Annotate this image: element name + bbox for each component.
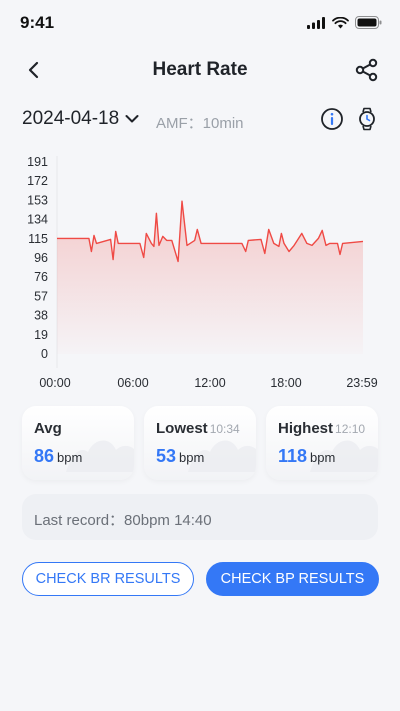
chevron-down-icon — [125, 114, 139, 124]
lowest-unit: bpm — [179, 450, 204, 465]
status-time: 9:41 — [20, 13, 54, 33]
highest-label: Highest — [278, 420, 333, 437]
nav-bar: Heart Rate — [0, 50, 400, 90]
y-tick-label: 57 — [34, 289, 48, 303]
last-record: Last record：80bpm 14:40 — [22, 494, 378, 540]
lowest-number: 53 — [156, 446, 176, 466]
battery-icon — [355, 16, 382, 29]
y-tick-label: 134 — [27, 213, 48, 227]
y-tick-label: 172 — [27, 174, 48, 188]
highest-number: 118 — [278, 446, 307, 466]
y-tick-label: 96 — [34, 251, 48, 265]
date-value: 2024-04-18 — [22, 108, 119, 130]
share-icon[interactable] — [354, 57, 380, 83]
status-icons — [307, 16, 382, 29]
signal-icon — [307, 17, 326, 29]
lowest-value: 53 bpm — [156, 446, 204, 467]
lowest-label: Lowest — [156, 420, 208, 437]
page-title: Heart Rate — [0, 59, 400, 81]
check-br-results-button[interactable]: CHECK BR RESULTS — [22, 562, 194, 596]
avg-number: 86 — [34, 446, 54, 466]
y-tick-label: 153 — [27, 193, 48, 207]
y-tick-label: 19 — [34, 328, 48, 342]
avg-card: Avg 86 bpm — [22, 406, 134, 480]
y-tick-label: 115 — [28, 232, 48, 246]
highest-value: 118 bpm — [278, 446, 335, 467]
info-icon[interactable] — [320, 107, 344, 131]
wifi-icon — [332, 17, 349, 29]
x-tick-label: 12:00 — [194, 376, 225, 390]
heart-rate-chart-svg: 191 172 153 134 115 96 76 57 38 19 0 00:00 06:00 12:… — [0, 148, 400, 398]
y-tick-label: 191 — [27, 155, 48, 169]
y-tick-label: 38 — [34, 309, 48, 323]
x-tick-label: 23:59 — [346, 376, 377, 390]
watch-icon[interactable] — [356, 107, 378, 131]
status-bar: 9:41 — [0, 0, 400, 46]
lowest-time: 10:34 — [210, 422, 240, 436]
x-tick-label: 06:00 — [117, 376, 148, 390]
heart-rate-chart: 191 172 153 134 115 96 76 57 38 19 0 00:00 06:00 12:… — [0, 148, 400, 398]
amf-interval-label: AMF：10min — [156, 112, 244, 133]
x-tick-label: 18:00 — [270, 376, 301, 390]
lowest-card: Lowest 10:34 53 bpm — [144, 406, 256, 480]
date-filter-row: 2024-04-18 AMF：10min — [22, 106, 382, 136]
highest-unit: bpm — [310, 450, 335, 465]
stat-label: Lowest 10:34 — [156, 420, 240, 437]
avg-value: 86 bpm — [34, 446, 82, 467]
stat-label: Avg — [34, 420, 62, 437]
check-bp-results-button[interactable]: CHECK BP RESULTS — [206, 562, 379, 596]
highest-time: 12:10 — [335, 422, 365, 436]
avg-label: Avg — [34, 420, 62, 437]
stat-label: Highest 12:10 — [278, 420, 365, 437]
highest-card: Highest 12:10 118 bpm — [266, 406, 378, 480]
heart-rate-area — [57, 201, 363, 354]
date-selector[interactable]: 2024-04-18 — [22, 108, 139, 130]
y-tick-label: 0 — [41, 347, 48, 361]
x-tick-label: 00:00 — [39, 376, 70, 390]
y-tick-label: 76 — [34, 270, 48, 284]
avg-unit: bpm — [57, 450, 82, 465]
